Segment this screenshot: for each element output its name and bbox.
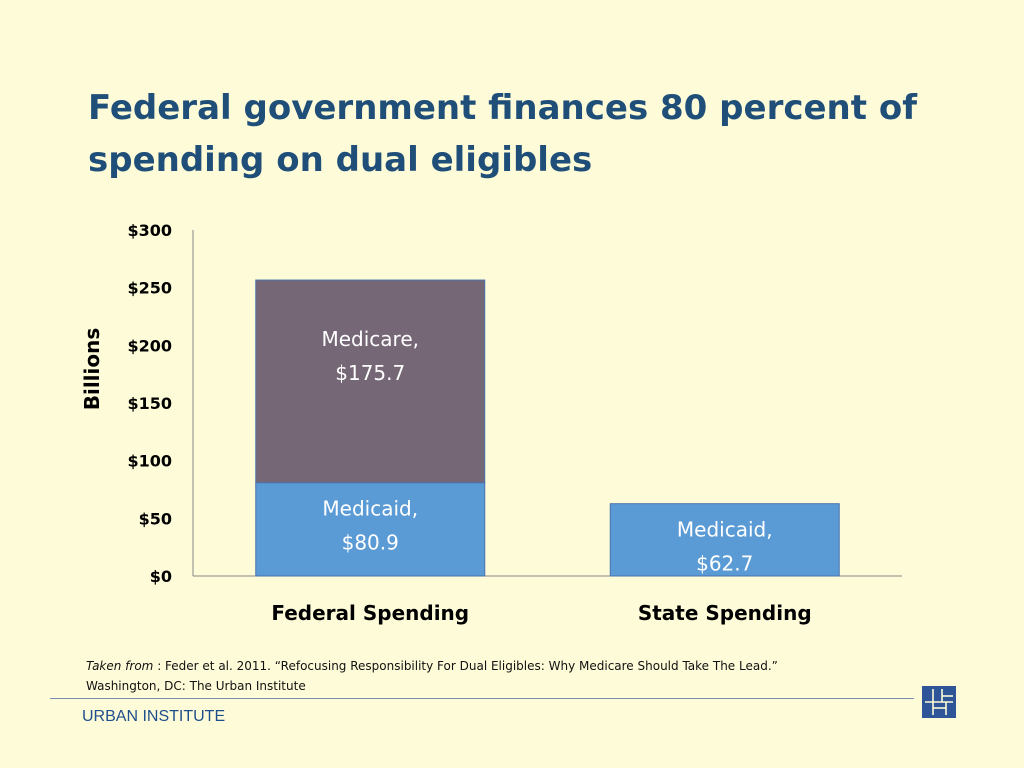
x-tick-label: Federal Spending [271,601,469,625]
y-tick-label: $300 [127,221,172,240]
bar-data-label: Medicaid, [677,518,773,542]
source-text: : Feder et al. 2011. “Refocusing Respons… [153,659,778,673]
bar-data-label: $80.9 [342,531,399,555]
y-tick-label: $200 [127,336,172,355]
bar-medicare-0 [255,279,486,484]
y-tick-label: $250 [127,279,172,298]
bar-data-label: Medicaid, [322,497,418,521]
bar-medicaid-1 [609,503,840,577]
y-tick-label: $50 [139,509,172,528]
y-tick-label: $100 [127,452,172,471]
footer-divider [50,698,914,699]
bar-data-label: $175.7 [335,361,405,385]
y-tick-label: $150 [127,394,172,413]
y-axis-label: Billions [80,328,104,411]
source-prefix: Taken from [86,659,154,673]
urban-institute-logo-icon [922,686,956,718]
bar-data-label: Medicare, [321,327,419,351]
y-tick-label: $0 [150,567,172,586]
title-line-1: Federal government finances 80 percent o… [88,88,917,128]
title-line-2: spending on dual eligibles [88,140,593,180]
source-line-1: Taken from : Feder et al. 2011. “Refocus… [86,656,946,676]
x-tick-label: State Spending [638,601,812,625]
slide-title: Federal government finances 80 percent o… [88,82,968,186]
stacked-bar-chart: $0 $50 $100 $150 $200 $250 $300 Billions Medicai… [80,221,902,625]
source-citation: Taken from : Feder et al. 2011. “Refocus… [86,656,946,696]
organization-name: URBAN INSTITUTE [82,708,226,725]
bar-medicaid-0 [255,482,486,577]
bar-data-label: $62.7 [696,552,753,576]
source-line-2: Washington, DC: The Urban Institute [86,679,306,693]
